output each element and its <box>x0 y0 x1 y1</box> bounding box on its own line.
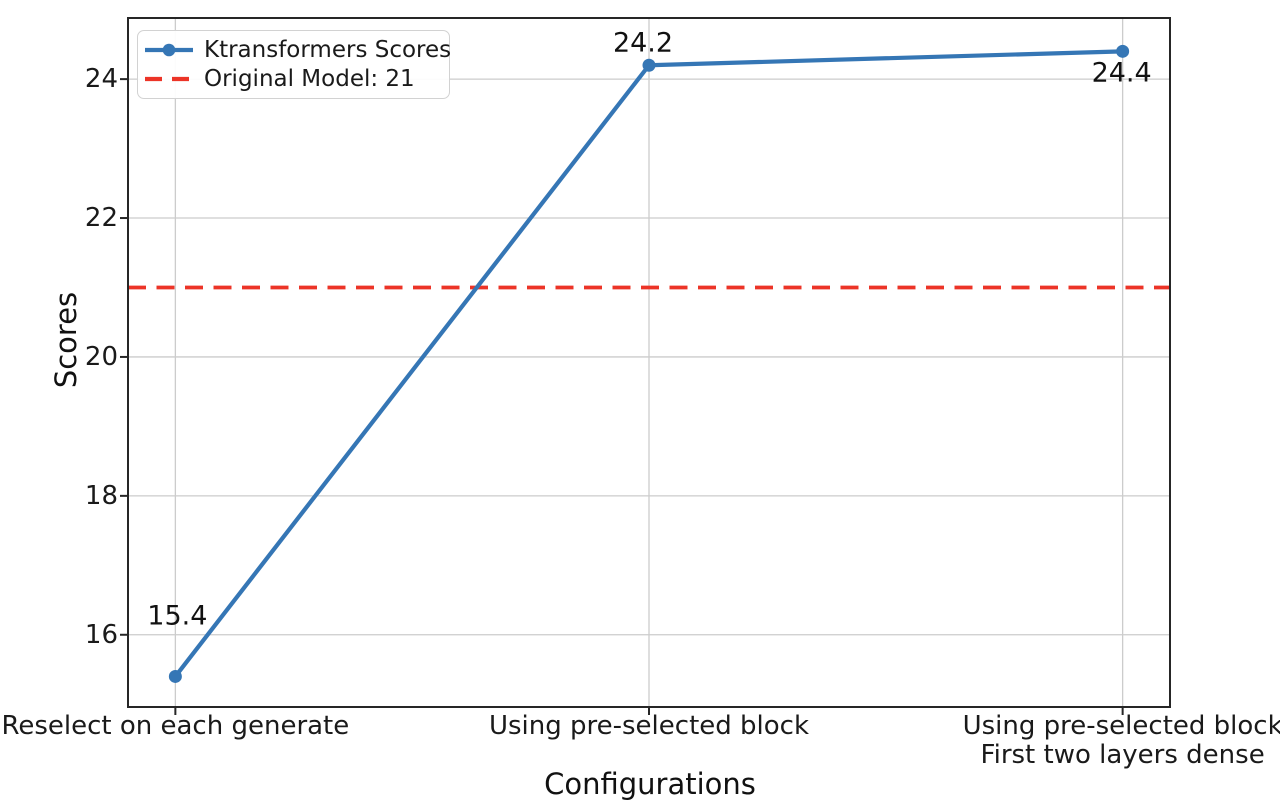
series-marker <box>1116 44 1130 58</box>
y-tick-label: 16 <box>84 619 118 650</box>
y-tick-label: 18 <box>84 480 118 511</box>
point-value-label: 24.2 <box>612 27 674 59</box>
y-tick-label: 22 <box>84 203 118 234</box>
dashed-line-icon <box>145 76 193 82</box>
x-tick-label: Using pre-selected block <box>488 711 810 741</box>
x-axis-title: Configurations <box>544 767 756 801</box>
legend: Ktransformers Scores Original Model: 21 <box>137 30 451 99</box>
legend-item-reference: Original Model: 21 <box>145 66 441 92</box>
legend-label-series: Ktransformers Scores <box>204 37 452 63</box>
legend-item-series: Ktransformers Scores <box>145 37 451 63</box>
legend-label-reference: Original Model: 21 <box>204 66 415 92</box>
x-tick-label: Reselect on each generate <box>1 711 350 741</box>
point-value-label: 24.4 <box>1091 57 1152 89</box>
series-marker <box>642 58 656 72</box>
solid-line-marker-icon <box>145 43 193 57</box>
y-tick-label: 24 <box>84 64 118 95</box>
series-marker <box>168 669 182 683</box>
y-tick-label: 20 <box>84 341 118 372</box>
point-value-label: 15.4 <box>147 600 208 632</box>
x-tick-label: Using pre-selected block First two layer… <box>962 711 1280 770</box>
